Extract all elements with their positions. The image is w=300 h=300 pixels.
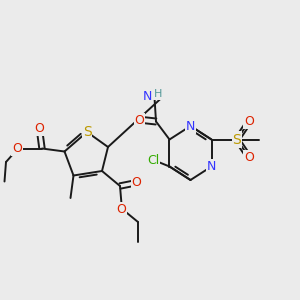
Text: S: S xyxy=(232,133,242,146)
Text: O: O xyxy=(34,122,44,136)
Text: N: N xyxy=(207,160,216,173)
Text: S: S xyxy=(82,125,91,139)
Text: O: O xyxy=(135,113,144,127)
Text: O: O xyxy=(12,142,22,155)
Text: H: H xyxy=(154,89,163,99)
Text: N: N xyxy=(186,119,195,133)
Text: O: O xyxy=(117,203,126,216)
Text: Cl: Cl xyxy=(147,154,159,167)
Text: O: O xyxy=(244,151,254,164)
Text: N: N xyxy=(142,89,152,103)
Text: O: O xyxy=(244,115,254,128)
Text: O: O xyxy=(132,176,141,190)
